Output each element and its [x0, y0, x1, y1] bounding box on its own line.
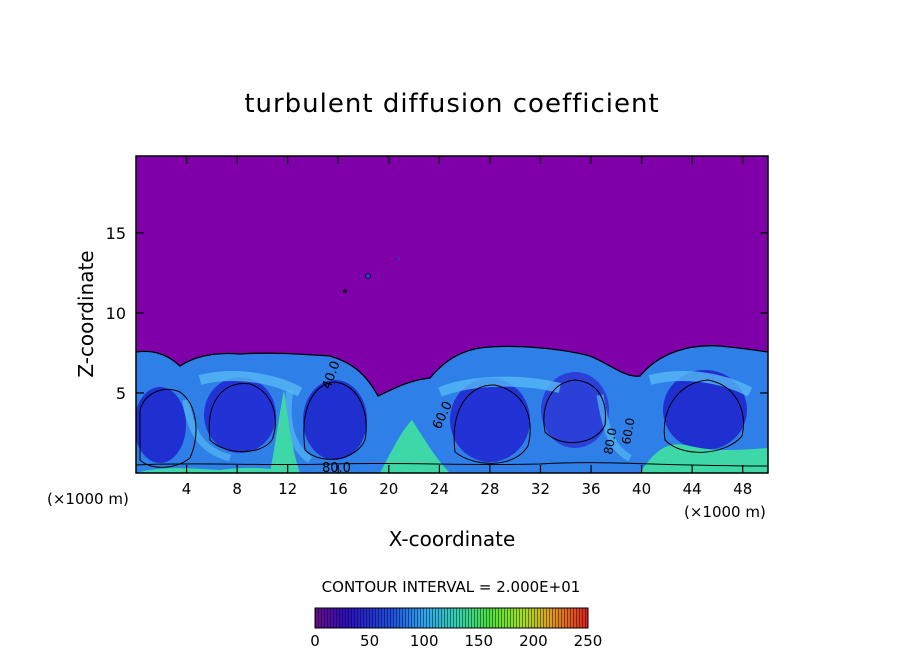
y-axis-title: Z-coordinate: [74, 250, 98, 377]
cell: [303, 380, 367, 460]
contour-line: [303, 381, 367, 460]
x-tick-label: 28: [480, 480, 499, 498]
contour-line: [663, 379, 744, 453]
contour-line: [208, 383, 276, 453]
x-axis-title: X-coordinate: [389, 527, 516, 551]
x-tick-label: 40: [632, 480, 651, 498]
speck: [397, 257, 401, 261]
contour-label: 80.0: [322, 461, 351, 476]
speck: [365, 273, 371, 279]
x-unit-left: (×1000 m): [47, 490, 129, 508]
x-unit-right: (×1000 m): [684, 503, 766, 521]
x-tick-label: 12: [278, 480, 297, 498]
contour-line: [453, 384, 531, 464]
colorbar-tick-label: 0: [310, 632, 320, 650]
contour-interval-text: CONTOUR INTERVAL = 2.000E+01: [322, 578, 581, 596]
y-tick-label: 10: [106, 304, 126, 323]
x-tick-label: 44: [683, 480, 702, 498]
y-tick-label: 5: [116, 384, 126, 403]
cell: [450, 378, 530, 462]
contour-line: [136, 462, 768, 467]
colorbar-tick-label: 200: [519, 632, 548, 650]
contour-label: 60.0: [619, 417, 637, 446]
cell: [663, 370, 747, 450]
colorbar-tick-label: 250: [574, 632, 603, 650]
x-tick-label: 36: [581, 480, 600, 498]
x-tick-label: 48: [733, 480, 752, 498]
colorbar-ticks: 0 50 100 150 200 250: [310, 632, 602, 650]
plot-frame: [135, 155, 769, 474]
surface-patch: [270, 390, 300, 473]
surface-patch: [380, 420, 450, 473]
contour-label: 80.0: [601, 427, 619, 456]
x-tick-label: 20: [379, 480, 398, 498]
swirl: [182, 389, 632, 463]
chart-title: turbulent diffusion coefficient: [244, 89, 659, 119]
cell: [204, 377, 276, 453]
y-tick-label: 15: [106, 224, 126, 243]
colorbar-tick-label: 50: [360, 632, 379, 650]
y-axis-ticks: 5 10 15: [106, 224, 768, 403]
colorbar-tick-label: 150: [464, 632, 493, 650]
x-axis-ticks: 4 8 12 16 20 24 28 32 36 40 44 48: [182, 156, 752, 498]
contour-line: [136, 345, 768, 397]
x-tick-label: 32: [531, 480, 550, 498]
speck: [343, 289, 347, 293]
x-tick-label: 24: [430, 480, 449, 498]
swirl: [198, 371, 753, 397]
x-tick-label: 16: [329, 480, 348, 498]
x-tick-label: 4: [182, 480, 192, 498]
colorbar-frame: [314, 607, 589, 629]
colorbar-tick-label: 100: [410, 632, 439, 650]
contour-line: [139, 388, 197, 468]
cell: [136, 387, 186, 463]
x-tick-label: 8: [232, 480, 242, 498]
contour-line: [543, 379, 607, 444]
surface-patch: [136, 467, 300, 473]
colorbar: 0 50 100 150 200 250: [310, 607, 602, 650]
colorbar-stripes: [315, 608, 588, 628]
plot-area: 40.0 60.0 80.0 80.0 60.0: [136, 156, 768, 476]
